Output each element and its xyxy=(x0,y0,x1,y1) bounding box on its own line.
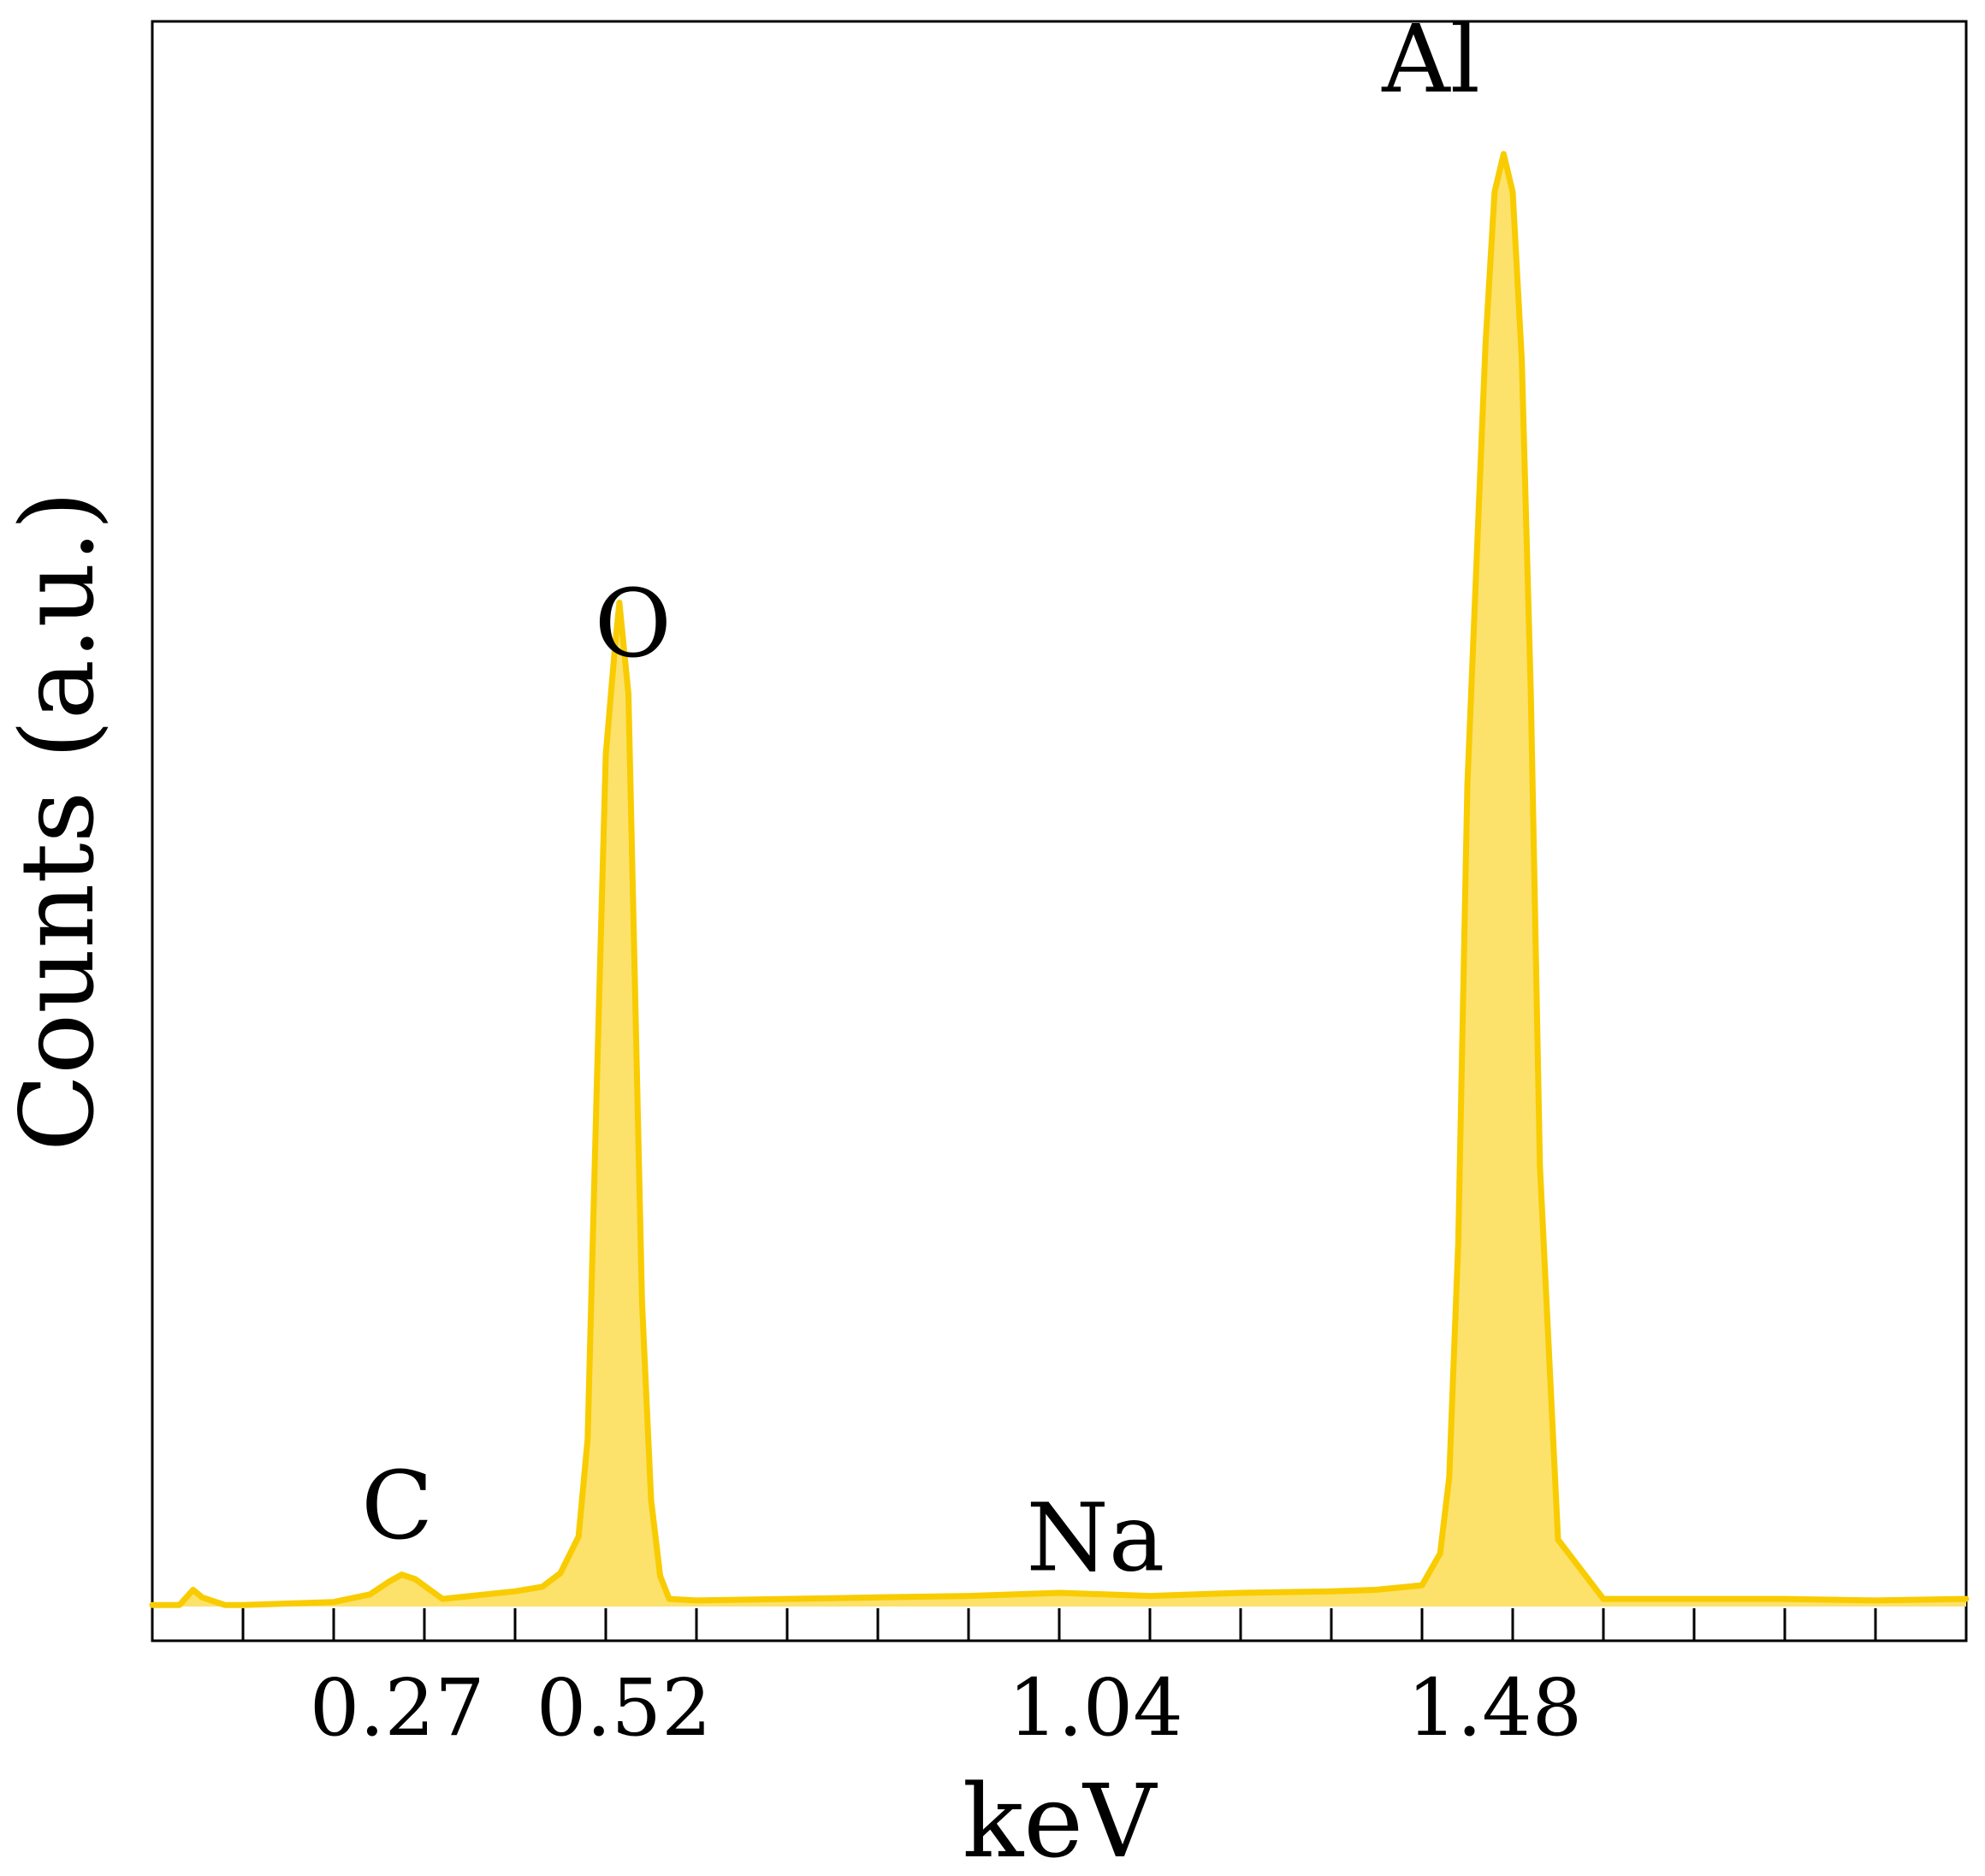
peak-label-o: O xyxy=(595,569,672,678)
peak-label-c: C xyxy=(361,1451,433,1560)
x-tick-label: 0.27 xyxy=(310,1662,485,1754)
spectrum-area-layer xyxy=(149,151,1970,1608)
x-tick-label: 0.52 xyxy=(536,1662,712,1754)
x-tick-label: 1.48 xyxy=(1407,1662,1582,1754)
plot-frame xyxy=(151,20,1968,1642)
annotation-layer: C O Na Al xyxy=(361,4,1480,1592)
x-axis-title: keV xyxy=(963,1762,1158,1876)
peak-label-na: Na xyxy=(1026,1482,1164,1592)
peak-label-al: Al xyxy=(1381,4,1480,114)
x-tick-label: 1.04 xyxy=(1008,1662,1183,1754)
spectrum-area-fill xyxy=(152,154,1966,1607)
spectrum-line xyxy=(149,151,1970,1608)
y-axis-title: Counts (a.u.) xyxy=(0,491,116,1151)
x-axis-ticks: 0.27 0.52 1.04 1.48 xyxy=(151,1608,1968,1754)
